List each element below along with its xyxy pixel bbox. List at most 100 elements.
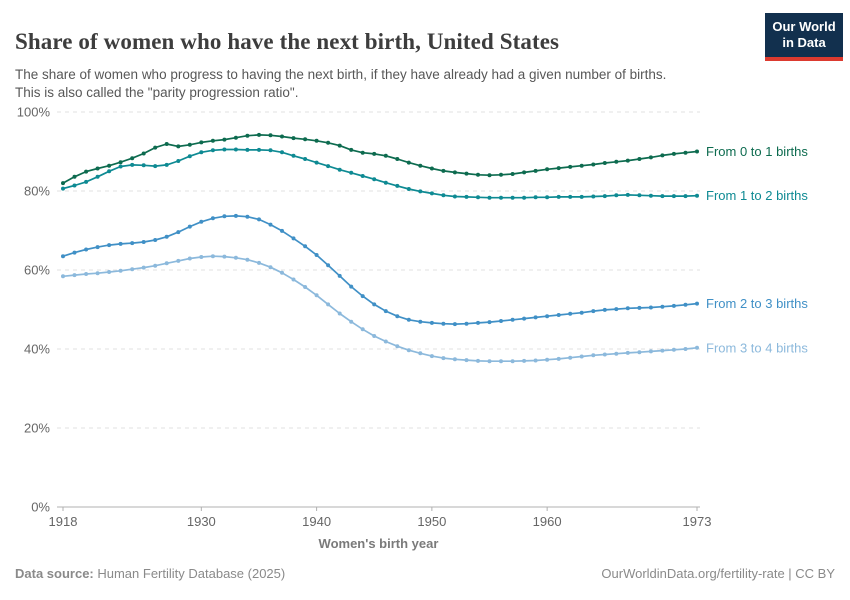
marker-series-1 bbox=[695, 193, 699, 198]
data-source-label: Data source: bbox=[15, 566, 94, 581]
marker-series-2 bbox=[118, 241, 123, 246]
marker-series-3 bbox=[72, 273, 77, 278]
line-series-0[interactable] bbox=[62, 134, 698, 184]
marker-series-2 bbox=[303, 244, 308, 249]
y-tick-label-60: 60% bbox=[24, 263, 50, 278]
marker-series-0 bbox=[695, 149, 699, 154]
line-series-1[interactable] bbox=[62, 148, 698, 199]
marker-series-0 bbox=[176, 144, 181, 149]
marker-series-2 bbox=[568, 311, 573, 316]
series-label-2[interactable]: From 2 to 3 births bbox=[706, 296, 808, 311]
marker-series-0 bbox=[499, 172, 503, 177]
marker-series-3 bbox=[683, 347, 688, 351]
marker-series-0 bbox=[568, 164, 573, 169]
marker-series-1 bbox=[545, 195, 550, 200]
marker-series-3 bbox=[395, 344, 400, 349]
x-tick-label-1930: 1930 bbox=[187, 514, 216, 529]
marker-series-2 bbox=[130, 241, 135, 246]
marker-series-1 bbox=[510, 195, 515, 200]
marker-series-2 bbox=[245, 214, 250, 219]
marker-series-3 bbox=[107, 270, 112, 274]
marker-series-2 bbox=[153, 238, 158, 242]
marker-series-2 bbox=[61, 254, 65, 259]
marker-series-2 bbox=[383, 309, 388, 314]
marker-series-1 bbox=[671, 194, 676, 199]
marker-series-2 bbox=[476, 320, 480, 325]
marker-series-1 bbox=[257, 147, 261, 152]
marker-series-1 bbox=[579, 194, 584, 199]
marker-series-1 bbox=[210, 148, 215, 153]
marker-series-3 bbox=[568, 355, 573, 360]
marker-series-3 bbox=[314, 293, 319, 298]
series-label-0[interactable]: From 0 to 1 births bbox=[706, 144, 808, 159]
y-tick-label-100: 100% bbox=[17, 105, 51, 120]
marker-series-0 bbox=[84, 169, 89, 174]
marker-series-0 bbox=[210, 138, 215, 143]
marker-series-3 bbox=[695, 345, 699, 350]
marker-series-0 bbox=[72, 174, 77, 179]
marker-series-2 bbox=[418, 319, 423, 324]
marker-series-2 bbox=[671, 303, 676, 308]
marker-series-0 bbox=[533, 168, 538, 173]
marker-series-3 bbox=[383, 339, 388, 344]
marker-series-2 bbox=[510, 317, 515, 322]
marker-series-1 bbox=[418, 189, 423, 194]
marker-series-0 bbox=[130, 156, 135, 161]
data-source-value: Human Fertility Database (2025) bbox=[93, 566, 286, 581]
marker-series-1 bbox=[614, 193, 619, 198]
marker-series-1 bbox=[499, 195, 503, 200]
marker-series-1 bbox=[233, 147, 238, 152]
marker-series-1 bbox=[452, 194, 457, 199]
x-tick-label-1973: 1973 bbox=[683, 514, 712, 529]
marker-series-2 bbox=[533, 315, 538, 320]
marker-series-0 bbox=[464, 171, 469, 176]
marker-series-2 bbox=[556, 313, 561, 317]
marker-series-3 bbox=[349, 319, 354, 324]
footer: Data source: Human Fertility Database (2… bbox=[15, 566, 835, 581]
marker-series-3 bbox=[545, 357, 550, 362]
marker-series-2 bbox=[683, 302, 688, 307]
marker-series-3 bbox=[671, 347, 676, 352]
marker-series-2 bbox=[545, 314, 550, 319]
footer-link[interactable]: OurWorldinData.org/fertility-rate | CC B… bbox=[601, 566, 835, 581]
marker-series-0 bbox=[510, 172, 515, 176]
marker-series-2 bbox=[210, 216, 215, 221]
marker-series-0 bbox=[614, 159, 619, 164]
marker-series-0 bbox=[141, 151, 146, 156]
marker-series-1 bbox=[568, 194, 573, 199]
marker-series-2 bbox=[164, 234, 169, 239]
marker-series-3 bbox=[522, 358, 527, 363]
marker-series-1 bbox=[164, 162, 169, 167]
marker-series-2 bbox=[429, 320, 434, 325]
marker-series-1 bbox=[533, 195, 538, 200]
series-label-3[interactable]: From 3 to 4 births bbox=[706, 340, 808, 355]
marker-series-3 bbox=[452, 357, 457, 362]
owid-logo[interactable]: Our World in Data bbox=[765, 13, 843, 61]
marker-series-1 bbox=[84, 179, 89, 184]
marker-series-0 bbox=[671, 151, 676, 156]
page-subtitle: The share of women who progress to havin… bbox=[15, 66, 667, 101]
marker-series-3 bbox=[326, 302, 331, 307]
marker-series-2 bbox=[522, 316, 527, 321]
marker-series-2 bbox=[614, 307, 619, 312]
y-tick-label-0: 0% bbox=[31, 500, 50, 515]
marker-series-0 bbox=[314, 138, 319, 143]
marker-series-3 bbox=[372, 334, 377, 338]
marker-series-1 bbox=[406, 187, 411, 191]
marker-series-0 bbox=[164, 142, 169, 146]
marker-series-2 bbox=[464, 321, 469, 326]
marker-series-1 bbox=[625, 192, 630, 197]
marker-series-1 bbox=[464, 194, 469, 199]
x-tick-label-1918: 1918 bbox=[49, 514, 78, 529]
marker-series-3 bbox=[176, 258, 181, 263]
marker-series-0 bbox=[648, 155, 653, 160]
marker-series-1 bbox=[441, 193, 446, 198]
marker-series-2 bbox=[326, 263, 331, 268]
marker-series-3 bbox=[303, 285, 308, 289]
marker-series-1 bbox=[199, 150, 204, 155]
marker-series-1 bbox=[118, 164, 123, 169]
marker-series-1 bbox=[222, 147, 227, 152]
marker-series-0 bbox=[637, 157, 642, 161]
series-label-1[interactable]: From 1 to 2 births bbox=[706, 188, 808, 203]
